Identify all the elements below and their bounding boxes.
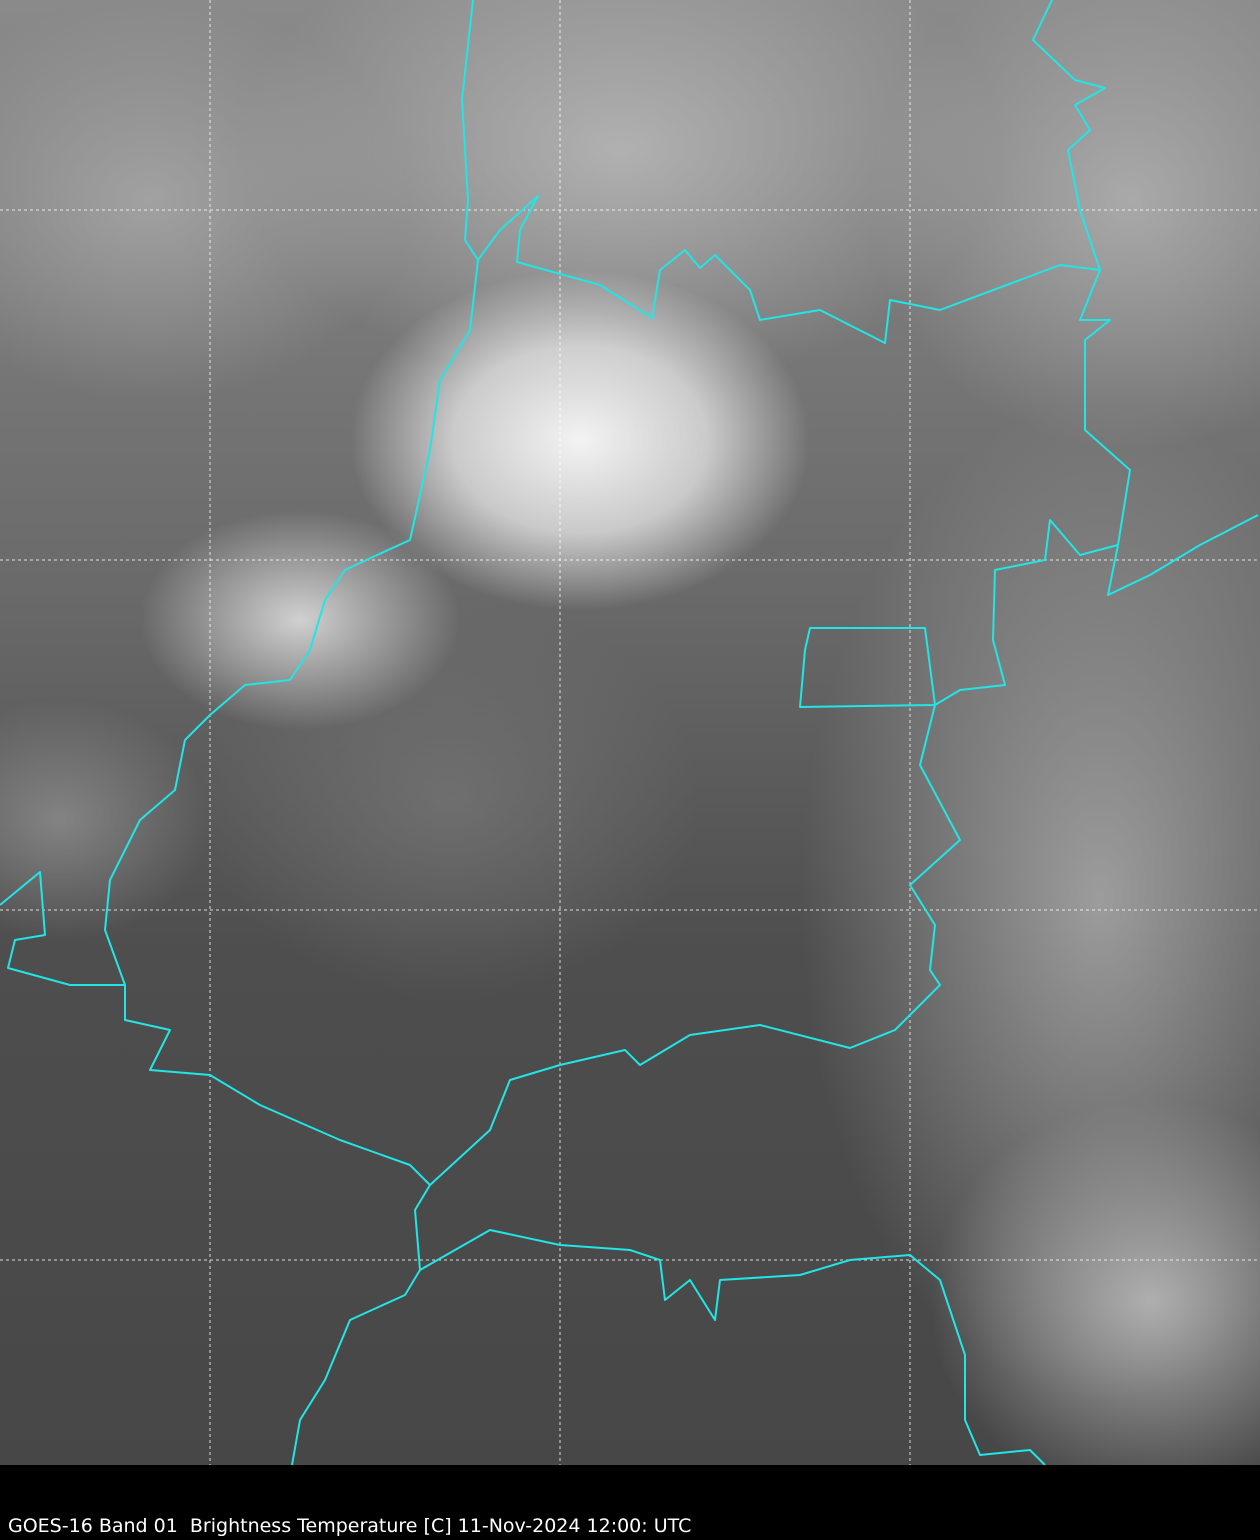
- border-line: [429, 519, 1119, 1186]
- border-line: [1032, 0, 1259, 596]
- border-enclave: [799, 627, 936, 708]
- border-line: [419, 1229, 1046, 1465]
- gridlines: [0, 0, 1260, 1465]
- border-line: [104, 0, 479, 1465]
- borders: [0, 0, 1259, 1465]
- map-overlay: [0, 0, 1260, 1465]
- border-line: [477, 195, 1101, 344]
- border-line: [0, 871, 125, 986]
- image-caption: GOES-16 Band 01 Brightness Temperature […: [8, 1515, 692, 1537]
